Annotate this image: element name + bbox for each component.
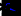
Text: $\mathit{E}$$^1$$_\mathit{2g}$: $\mathit{E}$$^1$$_\mathit{2g}$: [0, 0, 21, 5]
Text: 409.5 cm$^{-1}$: 409.5 cm$^{-1}$: [0, 0, 8, 14]
Text: $\mathit{A}_\mathit{1g}$: $\mathit{A}_\mathit{1g}$: [0, 0, 21, 3]
Text: $\mathit{\Delta}$=27.3 cm$^{-1}$: $\mathit{\Delta}$=27.3 cm$^{-1}$: [9, 0, 21, 12]
Text: 382.2 cm$^{-1}$: 382.2 cm$^{-1}$: [0, 0, 8, 14]
